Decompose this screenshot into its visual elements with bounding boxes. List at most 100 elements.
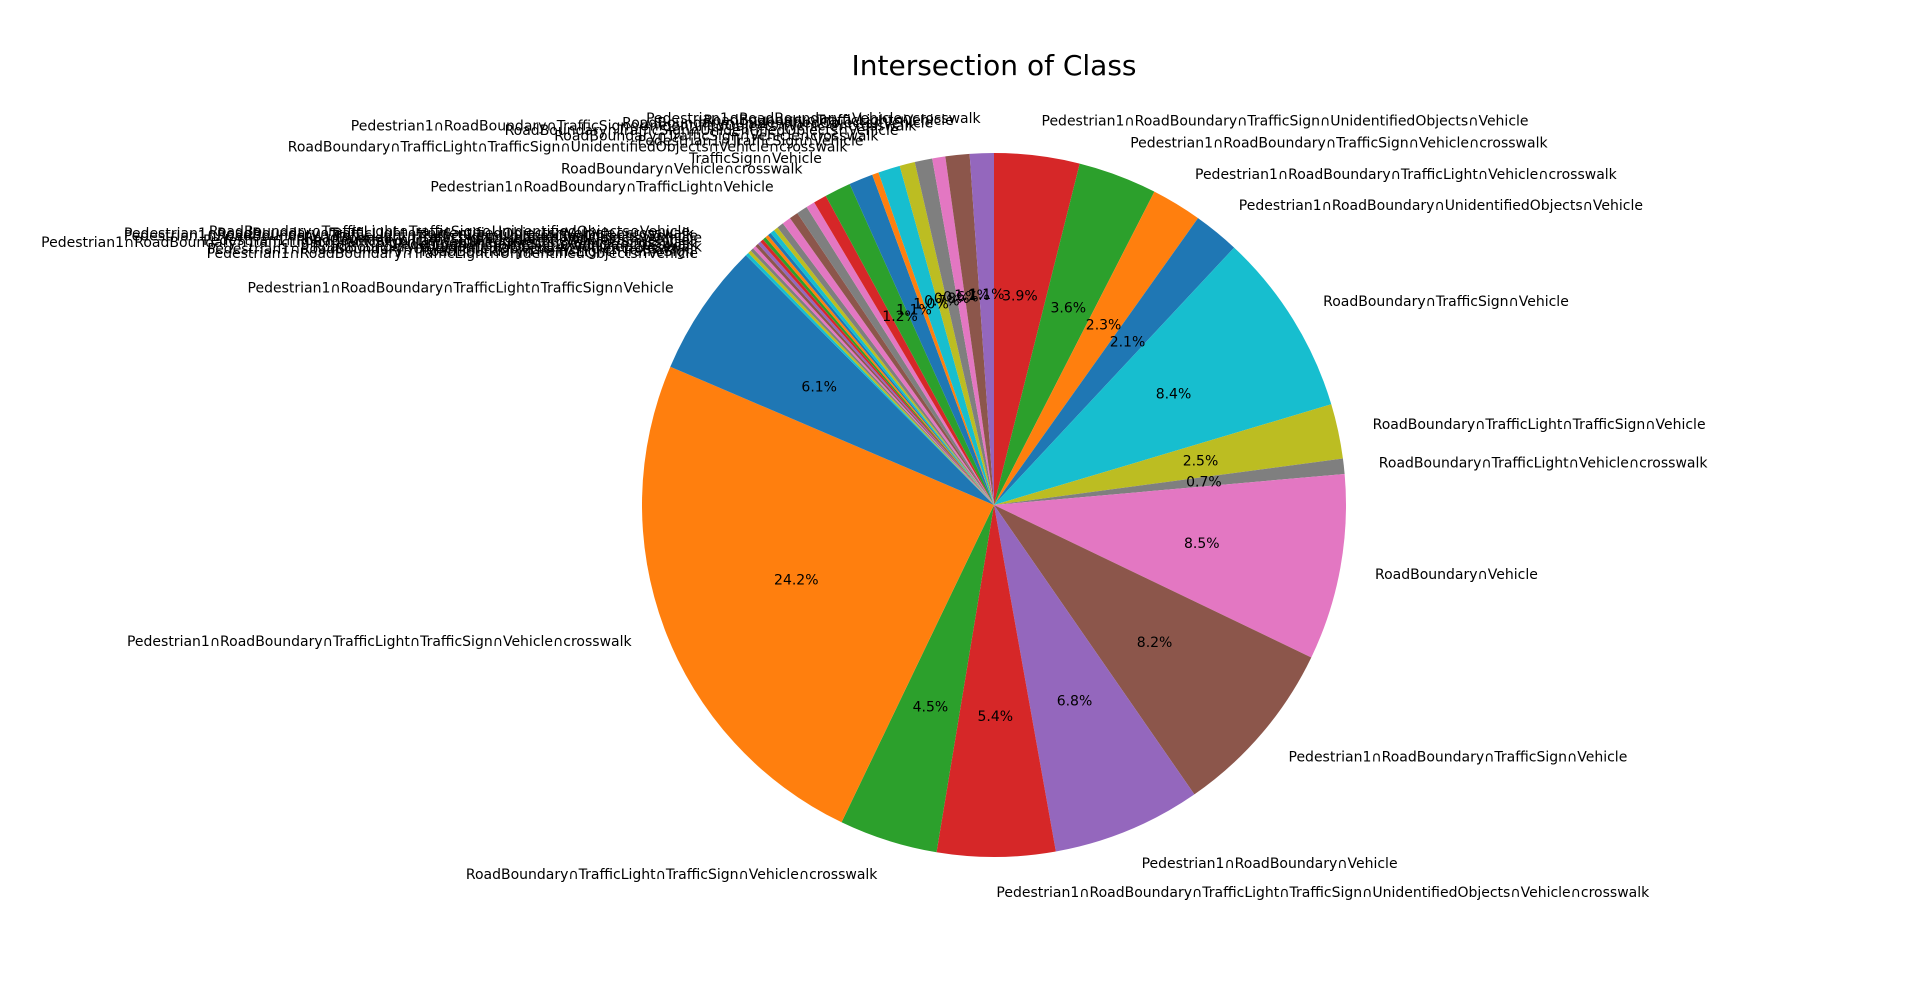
- crowded-slice-label: RoadBoundary∩TrafficLight∩TrafficSign: [421, 244, 694, 260]
- slice-label: RoadBoundary∩Vehicle∩crosswalk: [561, 162, 803, 178]
- pie-slice: [994, 458, 1345, 505]
- slice-label: Pedestrian1∩RoadBoundary∩TrafficLight∩Tr…: [996, 885, 1650, 901]
- pie-slice: [945, 153, 994, 505]
- crowded-slice-label: RoadBoundary∩TrafficLight∩UnidentifiedOb…: [304, 231, 702, 247]
- crowded-slice-label: Pedestrian1∩RoadBoundary∩TrafficSign∩Uni…: [203, 233, 690, 249]
- pie-slice: [994, 163, 1155, 505]
- slice-label: RoadBoundary∩UnidentifiedObjects∩Vehicle: [622, 116, 933, 132]
- chart-title: Intersection of Class: [851, 49, 1136, 82]
- slice-labels: Pedestrian1∩RoadBoundary∩TrafficSign∩Uni…: [127, 111, 1708, 901]
- crowded-slice-label: RoadBoundary∩UnidentifiedObjects∩Vehicle…: [312, 239, 703, 255]
- slice-percent-label: 1.1%: [969, 287, 1005, 303]
- pie-slice: [806, 202, 994, 505]
- slice-label: RoadBoundary∩TrafficSign∩Vehicle∩crosswa…: [554, 128, 879, 144]
- slice-label: Pedestrian1∩RoadBoundary∩TrafficLight∩Ve…: [430, 180, 773, 196]
- pie-slice: [994, 153, 1080, 505]
- slice-percent-label: 24.2%: [774, 572, 818, 588]
- pie-slice: [750, 248, 994, 505]
- slice-percent-label: 3.9%: [1002, 288, 1038, 304]
- slice-label: TrafficSign∩Vehicle: [688, 151, 822, 167]
- pie-slice: [777, 223, 994, 505]
- crowded-slice-label: Pedestrian1∩RoadBoundary∩TrafficLight∩Tr…: [41, 235, 695, 251]
- slice-label: Pedestrian1∩RoadBoundary∩TrafficSign∩Uni…: [351, 119, 917, 135]
- slice-percent-label: 0.7%: [1186, 475, 1222, 491]
- slice-label: Pedestrian1∩RoadBoundary∩Vehicle∩crosswa…: [646, 111, 981, 127]
- slice-percent-label: 2.3%: [1086, 318, 1122, 334]
- pie-slice: [762, 237, 994, 505]
- pie-slice: [994, 473, 1347, 658]
- slice-percent-label: 2.5%: [1183, 454, 1219, 470]
- slice-label: Pedestrian1∩RoadBoundary∩TrafficLight∩Ve…: [1195, 167, 1618, 183]
- slice-label: Pedestrian1∩RoadBoundary∩TrafficLight∩Tr…: [127, 634, 633, 650]
- pie-slice: [872, 172, 994, 506]
- slice-percent-label: 1.0%: [913, 296, 949, 312]
- crowded-labels: RoadBoundary∩TrafficLight∩TrafficSign∩Un…: [41, 224, 703, 262]
- slice-label: RoadBoundary∩TrafficLight∩TrafficSign∩Un…: [288, 140, 849, 156]
- slice-percent-label: 1.1%: [954, 288, 990, 304]
- slice-percent-label: 1.1%: [896, 303, 932, 319]
- slice-percent-label: 8.2%: [1137, 635, 1173, 651]
- slice-percent-label: 0.8%: [934, 291, 970, 307]
- pie-slice: [755, 243, 994, 506]
- pie-slice: [745, 252, 994, 505]
- pie-slice: [789, 213, 994, 505]
- pie-slice: [994, 191, 1199, 506]
- pie-slice: [797, 207, 994, 506]
- slice-percent-label: 5.4%: [978, 709, 1014, 725]
- pie-slice: [814, 195, 994, 505]
- pie-slice: [670, 255, 994, 505]
- pie-slice: [841, 505, 994, 853]
- pie-slice: [768, 232, 994, 506]
- pie-slice: [914, 158, 994, 506]
- pie-slice: [757, 241, 994, 505]
- pie-slice: [849, 174, 994, 506]
- pie-slice: [969, 153, 994, 505]
- slice-percent-label: 3.6%: [1051, 300, 1087, 316]
- slice-percent-label: 4.5%: [913, 699, 949, 715]
- pie-slices: [641, 153, 1347, 858]
- slice-label: RoadBoundary∩Vehicle: [1375, 567, 1538, 583]
- pie-slice: [641, 366, 994, 823]
- crowded-slice-label: Pedestrian1∩RoadBoundary∩UnidentifiedObj…: [207, 242, 691, 258]
- pie-slice: [932, 156, 994, 505]
- pie-slice: [994, 505, 1312, 795]
- crowded-slice-label: RoadBoundary∩TrafficLight∩TrafficSign∩Un…: [209, 224, 690, 240]
- pie-slice: [994, 505, 1195, 852]
- slice-label: Pedestrian1∩RoadBoundary∩Vehicle: [1142, 856, 1398, 872]
- slice-percent-label: 8.4%: [1156, 387, 1192, 403]
- crowded-slice-label: Pedestrian1∩RoadBoundary∩TrafficLight∩Un…: [124, 226, 695, 242]
- slice-label: Pedestrian1∩TrafficSign∩Vehicle: [637, 134, 863, 150]
- slice-percent-label: 2.1%: [1110, 334, 1146, 350]
- crowded-slice-label: Pedestrian1∩RoadBoundary∩TrafficLight∩Tr…: [124, 228, 698, 244]
- slice-label: RoadBoundary∩TrafficLight∩Vehicle∩crossw…: [1379, 455, 1709, 471]
- pie-slice: [753, 246, 994, 505]
- slice-percent-label: 0.7%: [924, 293, 960, 309]
- slice-percent-label: 6.8%: [1057, 693, 1093, 709]
- slice-label: RoadBoundary∩TrafficSign∩UnidentifiedObj…: [505, 123, 899, 139]
- slice-label: Pedestrian1∩RoadBoundary∩UnidentifiedObj…: [1239, 198, 1643, 214]
- slice-label: Pedestrian1∩RoadBoundary∩TrafficSign∩Uni…: [1042, 114, 1529, 130]
- slice-label: Pedestrian1∩RoadBoundary∩TrafficLight∩Tr…: [248, 281, 674, 297]
- pie-slice: [899, 162, 994, 506]
- slice-label: RoadBoundary∩TrafficLight∩TrafficSign∩Ve…: [1373, 417, 1706, 433]
- pie-slice: [825, 183, 994, 506]
- slice-label: RoadBoundary∩TrafficLight∩TrafficSign∩Ve…: [466, 867, 878, 883]
- slice-percent-label: 0.6%: [943, 289, 979, 305]
- pie-slice: [994, 218, 1235, 505]
- pie-slice: [994, 247, 1332, 506]
- slice-label: Pedestrian1∩RoadBoundary∩TrafficSign∩Veh…: [1130, 136, 1548, 152]
- pie-slice: [994, 404, 1343, 505]
- percent-labels: 3.9% 3.6% 2.3%2.1% 8.4% 2.5% 0.7% 8.5% 8.2% 6.8%…: [774, 287, 1222, 725]
- slice-percent-label: 1.2%: [882, 309, 918, 325]
- pie-slice: [782, 218, 994, 505]
- pie-slice: [760, 239, 994, 505]
- slice-label: Pedestrian1∩RoadBoundary∩TrafficSign∩Veh…: [1289, 749, 1628, 765]
- slice-percent-label: 6.1%: [801, 379, 837, 395]
- pie-slice: [878, 165, 994, 505]
- pie-slice: [936, 505, 1056, 858]
- pie-slice: [765, 235, 994, 506]
- crowded-slice-label: Pedestrian1∩RoadBoundary∩TrafficLight∩Un…: [207, 246, 698, 262]
- pie-slice: [748, 250, 994, 505]
